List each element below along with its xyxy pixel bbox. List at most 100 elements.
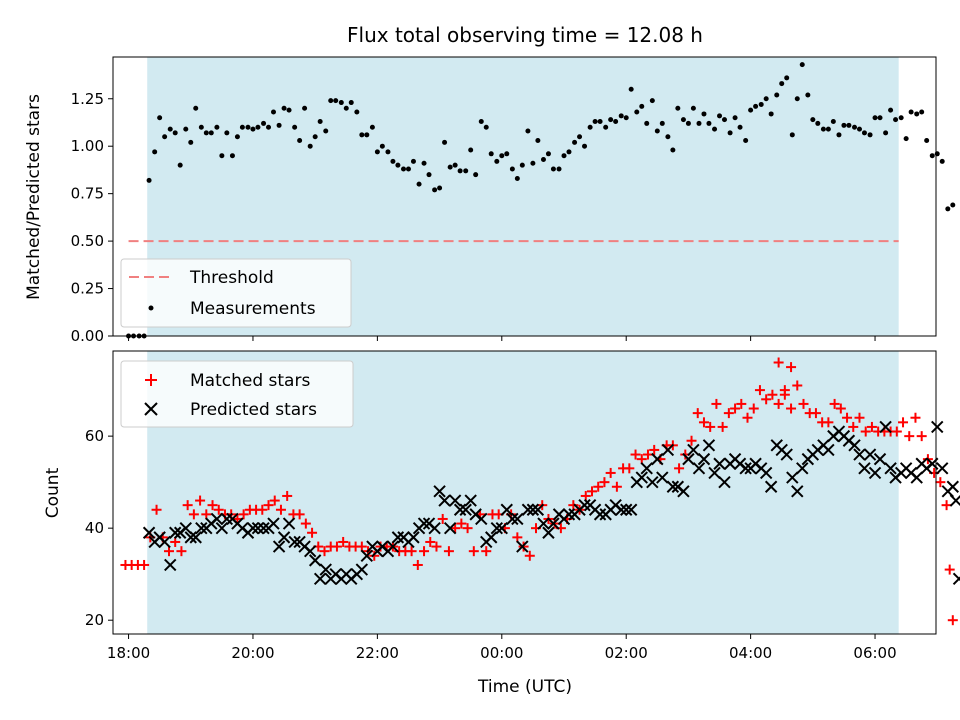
measurement-point <box>603 124 609 130</box>
predicted-star-point <box>319 563 332 576</box>
matched-star-point <box>935 477 946 488</box>
measurement-point <box>208 130 214 136</box>
measurement-point <box>245 124 251 130</box>
measurement-point <box>774 92 780 98</box>
matched-star-point <box>736 398 747 409</box>
measurement-point <box>830 119 836 125</box>
top-x-ticks <box>128 336 876 341</box>
measurement-point <box>146 177 152 183</box>
predicted-star-point <box>251 521 265 535</box>
measurement-point <box>369 124 375 130</box>
measurement-point <box>177 162 183 168</box>
predicted-star-point <box>184 531 197 544</box>
measurement-point <box>810 117 816 123</box>
matched-star-point <box>151 504 162 515</box>
predicted-star-point <box>490 521 504 535</box>
matched-star-point <box>848 421 859 432</box>
top-plot-frame <box>112 56 937 337</box>
bottom-legend: Matched stars Predicted stars <box>120 360 354 428</box>
predicted-star-point <box>780 448 793 461</box>
x-tick-label: 18:00 <box>107 644 150 662</box>
predicted-star-point <box>646 475 659 489</box>
measurement-point <box>229 153 235 159</box>
matched-star-point <box>674 463 685 474</box>
matched-star-point <box>779 385 790 396</box>
measurement-point <box>519 162 525 168</box>
legend-measurements-swatch <box>148 305 154 311</box>
matched-star-point <box>207 500 218 511</box>
measurement-point <box>680 117 686 123</box>
matched-star-point <box>792 380 803 391</box>
predicted-star-point <box>946 480 960 493</box>
predicted-star-point <box>786 471 799 484</box>
predicted-star-point <box>708 466 721 480</box>
predicted-star-point <box>952 572 960 585</box>
matched-star-point <box>139 559 150 570</box>
y-tick-label: 0.00 <box>71 327 104 345</box>
measurement-point <box>577 134 583 140</box>
measurement-point <box>410 158 416 164</box>
matched-star-point <box>593 481 604 492</box>
measurement-point <box>504 151 510 157</box>
matched-star-point <box>630 449 641 460</box>
measurement-point <box>297 138 303 144</box>
measurement-point <box>753 103 759 109</box>
measurement-point <box>924 138 930 144</box>
predicted-star-points <box>142 420 960 585</box>
measurement-point <box>203 130 209 136</box>
matched-star-point <box>754 385 765 396</box>
matched-star-point <box>705 421 716 432</box>
matched-star-point <box>568 500 579 511</box>
measurement-point <box>872 115 878 121</box>
predicted-star-point <box>407 531 420 544</box>
predicted-star-point <box>615 503 628 516</box>
matched-star-point <box>717 421 728 432</box>
predicted-star-point <box>189 531 202 544</box>
matched-star-point <box>711 398 722 409</box>
matched-star-point <box>524 550 535 561</box>
measurement-point <box>234 134 240 140</box>
predicted-star-point <box>640 462 653 475</box>
matched-star-point <box>338 536 349 547</box>
measurement-point <box>188 139 194 145</box>
measurement-point <box>861 130 867 136</box>
measurement-point <box>805 92 811 98</box>
measurement-point <box>748 107 754 113</box>
measurement-point <box>945 206 951 212</box>
matched-star-point <box>213 504 224 515</box>
measurement-point <box>852 124 858 130</box>
predicted-star-point <box>931 420 944 434</box>
measurement-point <box>784 75 790 81</box>
measurement-point <box>939 158 945 164</box>
predicted-star-point <box>459 503 472 516</box>
matched-star-point <box>406 546 417 557</box>
measurement-point <box>473 172 479 178</box>
measurement-point <box>457 168 463 174</box>
bottom-y-ticks: 20 40 60 <box>85 427 113 629</box>
matched-star-point <box>742 412 753 423</box>
measurement-point <box>348 100 354 106</box>
measurement-point <box>198 124 204 130</box>
matched-star-point <box>748 403 759 414</box>
matched-star-point <box>761 394 772 405</box>
measurement-point <box>488 151 494 157</box>
matched-star-point <box>854 412 865 423</box>
x-tick-label: 06:00 <box>853 644 896 662</box>
predicted-star-point <box>692 462 706 475</box>
measurement-points <box>126 62 956 339</box>
matched-star-point <box>307 527 318 538</box>
x-tick-label: 02:00 <box>605 644 648 662</box>
x-tick-label: 00:00 <box>480 644 523 662</box>
predicted-star-point <box>666 480 680 493</box>
predicted-star-point <box>386 540 400 553</box>
measurement-point <box>675 105 681 111</box>
predicted-star-point <box>702 439 716 452</box>
predicted-star-point <box>759 466 773 480</box>
measurement-point <box>670 147 676 153</box>
matched-star-point <box>468 546 479 557</box>
predicted-star-point <box>858 462 871 475</box>
matched-star-point <box>369 550 380 561</box>
predicted-star-point <box>624 503 638 516</box>
predicted-star-point <box>521 503 535 516</box>
measurement-point <box>401 166 407 172</box>
